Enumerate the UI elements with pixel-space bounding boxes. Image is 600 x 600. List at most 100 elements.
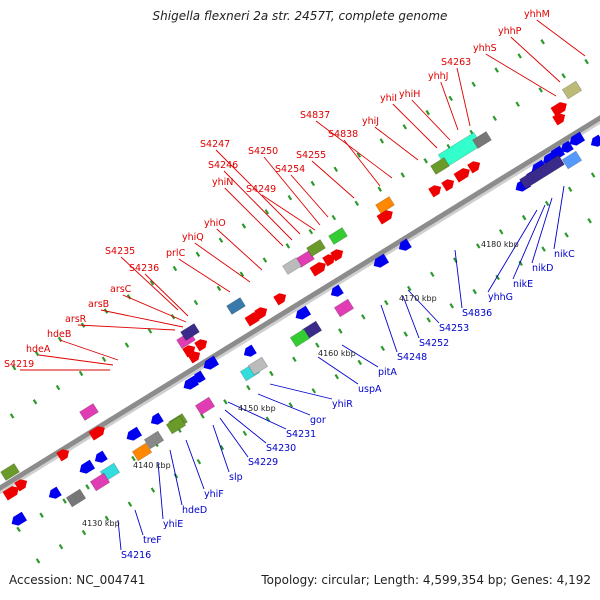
reverse-gene-arrow [243, 344, 257, 357]
forward-gene-arrow [453, 168, 470, 183]
reverse-gene-block [65, 488, 87, 508]
tick-mark [127, 501, 133, 507]
forward-gene-arrow [552, 113, 566, 126]
leader-line [144, 273, 189, 317]
reverse-gene-arrow [549, 145, 566, 160]
tick-mark [150, 487, 156, 493]
reverse-gene-label: yhiF [204, 489, 224, 500]
tick-mark [544, 200, 550, 207]
accession-label: Accession: NC_004741 [9, 573, 146, 587]
forward-gene-label: yhiO [204, 218, 226, 229]
reverse-gene-label: yhhG [488, 292, 513, 303]
tick-mark [218, 237, 224, 243]
forward-gene-block [328, 227, 348, 245]
tick-mark [35, 558, 41, 564]
forward-gene-arrow [309, 262, 326, 277]
forward-gene-label: hdeA [26, 344, 51, 355]
leader-line [456, 67, 471, 127]
leader-line [454, 249, 463, 309]
leader-line [512, 204, 546, 280]
leader-line [194, 242, 251, 283]
leader-line [157, 461, 164, 520]
tick-mark [195, 251, 201, 258]
tick-mark [223, 399, 228, 405]
tick-mark [377, 186, 383, 192]
tick-mark [498, 229, 504, 235]
reverse-gene-block [247, 356, 269, 376]
map-title: Shigella flexneri 2a str. 2457T, complet… [152, 9, 448, 23]
forward-gene-label: S4263 [441, 57, 471, 68]
tick-mark [308, 228, 314, 235]
forward-gene-label: yhiN [212, 177, 233, 188]
leader-line [341, 344, 379, 368]
scale-label: 4170 kbp [399, 294, 437, 303]
reverse-gene-block [289, 328, 311, 348]
leader-line [100, 309, 184, 328]
leader-line [224, 409, 267, 444]
forward-gene-label: yhiH [399, 89, 420, 100]
leader-line [269, 383, 333, 400]
reverse-gene-block [561, 80, 583, 100]
forward-gene-block [282, 257, 302, 275]
reverse-gene-label: treF [143, 535, 162, 546]
leader-line [59, 339, 119, 361]
tick-mark [78, 370, 84, 377]
forward-gene-block [0, 463, 20, 481]
tick-mark [521, 214, 527, 221]
tick-mark [425, 109, 430, 116]
tick-mark [403, 331, 408, 337]
tick-mark [269, 370, 274, 377]
scale-label: 4140 kbp [133, 461, 171, 470]
reverse-gene-label: S4230 [266, 443, 296, 454]
reverse-gene-label: S4252 [419, 338, 449, 349]
tick-mark [407, 285, 412, 292]
reverse-gene-arrow [330, 284, 344, 297]
tick-mark [356, 152, 362, 158]
forward-gene-label: S4837 [300, 110, 330, 121]
reverse-gene-block [143, 430, 165, 450]
tick-mark [517, 53, 522, 59]
forward-gene-block [79, 403, 99, 421]
leader-line [261, 194, 316, 231]
genome-summary: Topology: circular; Length: 4,599,354 bp… [261, 573, 591, 587]
leader-line [402, 295, 420, 339]
scale-label: 4150 kbp [238, 404, 276, 413]
tick-mark [16, 526, 21, 533]
forward-gene-arrow [187, 351, 201, 364]
tick-mark [590, 172, 596, 178]
tick-mark [587, 218, 592, 224]
tick-mark [149, 279, 155, 286]
forward-gene-arrow [56, 449, 70, 462]
reverse-gene-arrow [203, 355, 220, 370]
leader-line [510, 36, 561, 83]
reverse-gene-arrow [126, 426, 143, 441]
tick-mark [538, 87, 543, 93]
reverse-gene-label: pitA [378, 367, 397, 378]
tick-mark [219, 444, 225, 451]
forward-gene-block [306, 239, 326, 257]
tick-mark [380, 345, 386, 352]
reverse-gene-label: S4836 [462, 308, 492, 319]
tick-mark [310, 180, 316, 187]
leader-line [343, 139, 381, 187]
forward-gene-block [430, 157, 450, 175]
reverse-gene-label: gor [310, 415, 326, 426]
tick-mark [471, 81, 476, 87]
tick-mark [193, 299, 199, 306]
reverse-gene-label: S4253 [439, 323, 469, 334]
reverse-gene-arrow [373, 253, 390, 268]
reverse-gene-block [561, 150, 583, 170]
tick-mark [11, 365, 17, 371]
reverse-gene-block [165, 415, 187, 435]
forward-gene-arrow [254, 307, 268, 320]
leader-line [178, 258, 231, 293]
leader-line [122, 294, 187, 323]
tick-mark [379, 138, 385, 144]
leader-line [219, 417, 249, 458]
leader-line [224, 187, 284, 247]
reverse-gene-label: S4248 [397, 352, 427, 363]
reverse-gene-label: S4229 [248, 457, 278, 468]
reverse-gene-label: nikD [532, 263, 553, 274]
tick-mark [584, 58, 589, 65]
tick-mark [239, 271, 245, 277]
